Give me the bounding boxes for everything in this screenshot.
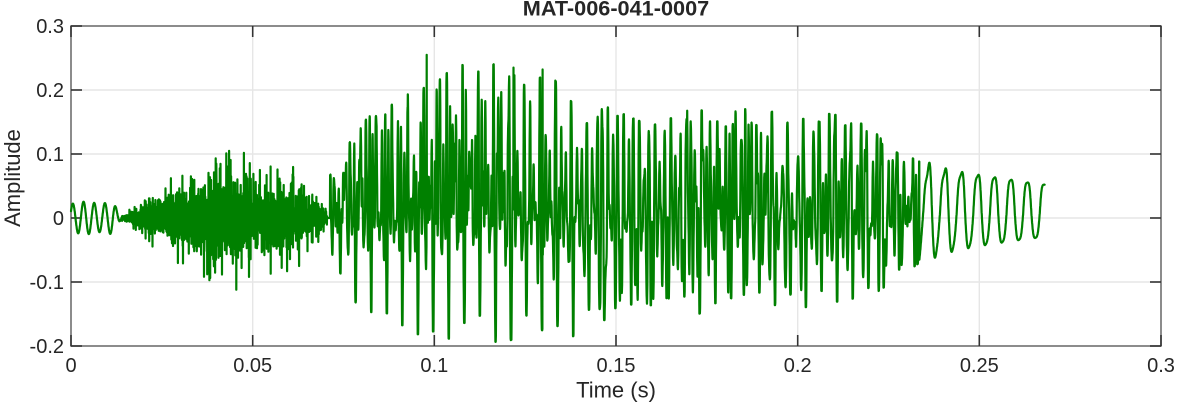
svg-text:0: 0 — [65, 355, 76, 377]
svg-text:Time (s): Time (s) — [576, 377, 656, 402]
svg-text:0.15: 0.15 — [597, 355, 636, 377]
svg-text:0.2: 0.2 — [36, 80, 64, 102]
svg-text:0.2: 0.2 — [784, 355, 812, 377]
svg-text:Amplitude: Amplitude — [0, 129, 25, 227]
svg-text:-0.1: -0.1 — [30, 272, 64, 294]
svg-text:0.1: 0.1 — [36, 144, 64, 166]
svg-text:0.25: 0.25 — [960, 355, 999, 377]
svg-text:0.3: 0.3 — [36, 16, 64, 38]
svg-text:0: 0 — [53, 208, 64, 230]
svg-text:0.3: 0.3 — [1147, 355, 1175, 377]
svg-text:0.05: 0.05 — [233, 355, 272, 377]
svg-text:-0.2: -0.2 — [30, 336, 64, 358]
svg-text:0.1: 0.1 — [420, 355, 448, 377]
svg-text:MAT-006-041-0007: MAT-006-041-0007 — [523, 0, 709, 21]
